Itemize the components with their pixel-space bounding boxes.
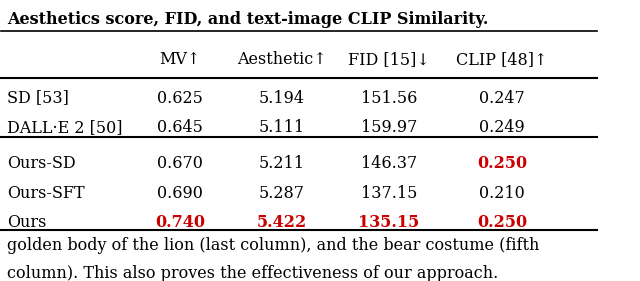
Text: 5.422: 5.422 xyxy=(257,214,307,231)
Text: column). This also proves the effectiveness of our approach.: column). This also proves the effectiven… xyxy=(7,264,499,281)
Text: Ours-SD: Ours-SD xyxy=(7,155,76,172)
Text: 159.97: 159.97 xyxy=(360,119,417,136)
Text: 0.249: 0.249 xyxy=(479,119,525,136)
Text: CLIP [48]↑: CLIP [48]↑ xyxy=(456,51,548,68)
Text: 0.210: 0.210 xyxy=(479,185,525,201)
Text: 0.690: 0.690 xyxy=(157,185,203,201)
Text: 0.670: 0.670 xyxy=(157,155,203,172)
Text: 0.645: 0.645 xyxy=(157,119,203,136)
Text: DALL·E 2 [50]: DALL·E 2 [50] xyxy=(7,119,123,136)
Text: 146.37: 146.37 xyxy=(360,155,417,172)
Text: golden body of the lion (last column), and the bear costume (fifth: golden body of the lion (last column), a… xyxy=(7,237,540,254)
Text: 0.250: 0.250 xyxy=(477,155,527,172)
Text: 5.111: 5.111 xyxy=(259,119,305,136)
Text: 5.194: 5.194 xyxy=(259,90,305,106)
Text: Aesthetics score, FID, and text-image CLIP Similarity.: Aesthetics score, FID, and text-image CL… xyxy=(7,11,489,28)
Text: 5.287: 5.287 xyxy=(259,185,305,201)
Text: Ours: Ours xyxy=(7,214,47,231)
Text: FID [15]↓: FID [15]↓ xyxy=(348,51,429,68)
Text: 0.740: 0.740 xyxy=(155,214,205,231)
Text: 0.625: 0.625 xyxy=(157,90,203,106)
Text: 137.15: 137.15 xyxy=(360,185,417,201)
Text: SD [53]: SD [53] xyxy=(7,90,69,106)
Text: Aesthetic↑: Aesthetic↑ xyxy=(237,51,326,68)
Text: 0.247: 0.247 xyxy=(479,90,525,106)
Text: 151.56: 151.56 xyxy=(360,90,417,106)
Text: Ours-SFT: Ours-SFT xyxy=(7,185,85,201)
Text: 0.250: 0.250 xyxy=(477,214,527,231)
Text: MV↑: MV↑ xyxy=(159,51,201,68)
Text: 135.15: 135.15 xyxy=(358,214,419,231)
Text: 5.211: 5.211 xyxy=(259,155,305,172)
